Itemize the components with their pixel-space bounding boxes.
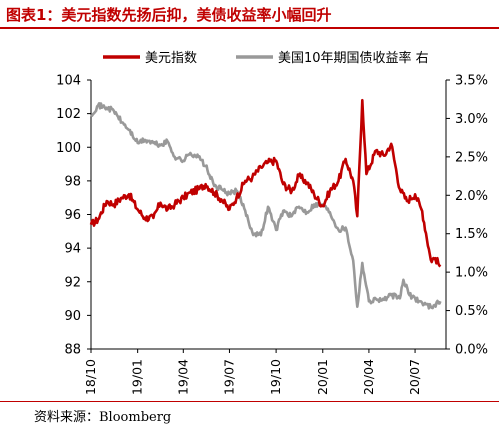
legend-label: 美国10年期国债收益率 右 (278, 50, 429, 66)
y-left-tick-label: 104 (56, 74, 81, 89)
x-tick-label: 19/04 (175, 359, 190, 395)
y-left-tick-label: 102 (56, 107, 81, 122)
x-tick-label: 19/01 (130, 359, 145, 395)
axes-layer: 88 90 92 94 96 98 100 102 104 0.0% 0.5% 1.0% 1.5% 2.0… (56, 74, 488, 396)
figure-title: 图表1：美元指数先扬后抑，美债收益率小幅回升 (6, 6, 332, 24)
y-left-tick-label: 96 (64, 208, 81, 223)
legend-label: 美元指数 (145, 51, 197, 66)
x-tick-label: 20/01 (315, 359, 330, 395)
y-right-tick-label: 3.5% (455, 74, 488, 89)
y-left-tick-label: 98 (64, 174, 81, 189)
x-tick-label: 19/10 (268, 359, 283, 395)
title-rule (0, 27, 499, 29)
series-layer (89, 98, 442, 310)
x-tick-label: 20/07 (407, 359, 422, 395)
y-right-tick-label: 1.0% (455, 266, 488, 281)
series-line-usd-index (89, 98, 442, 268)
y-right-tick-label: 1.5% (455, 227, 488, 242)
source-rule (0, 401, 499, 402)
x-tick-label: 20/04 (361, 359, 376, 395)
y-left-tick-label: 90 (64, 309, 81, 324)
y-left-tick-label: 100 (56, 141, 81, 156)
y-left-tick-label: 88 (64, 343, 81, 358)
series-line-us10y-yield (90, 102, 442, 310)
legend: 美元指数 美国10年期国债收益率 右 (103, 50, 429, 66)
y-right-tick-label: 0.0% (455, 343, 488, 358)
x-tick-label: 19/07 (221, 359, 236, 395)
y-left-tick-label: 92 (64, 275, 81, 290)
y-right-tick-label: 2.0% (455, 189, 488, 204)
y-right-tick-label: 2.5% (455, 150, 488, 165)
y-right-tick-label: 0.5% (455, 304, 488, 319)
chart: 88 90 92 94 96 98 100 102 104 0.0% 0.5% 1.0% 1.5% 2.0… (56, 50, 488, 396)
x-tick-label: 18/10 (83, 359, 98, 395)
y-left-tick-label: 94 (64, 242, 81, 257)
source-note: 资料来源：Bloomberg (34, 410, 172, 425)
y-right-tick-label: 3.0% (455, 112, 488, 127)
